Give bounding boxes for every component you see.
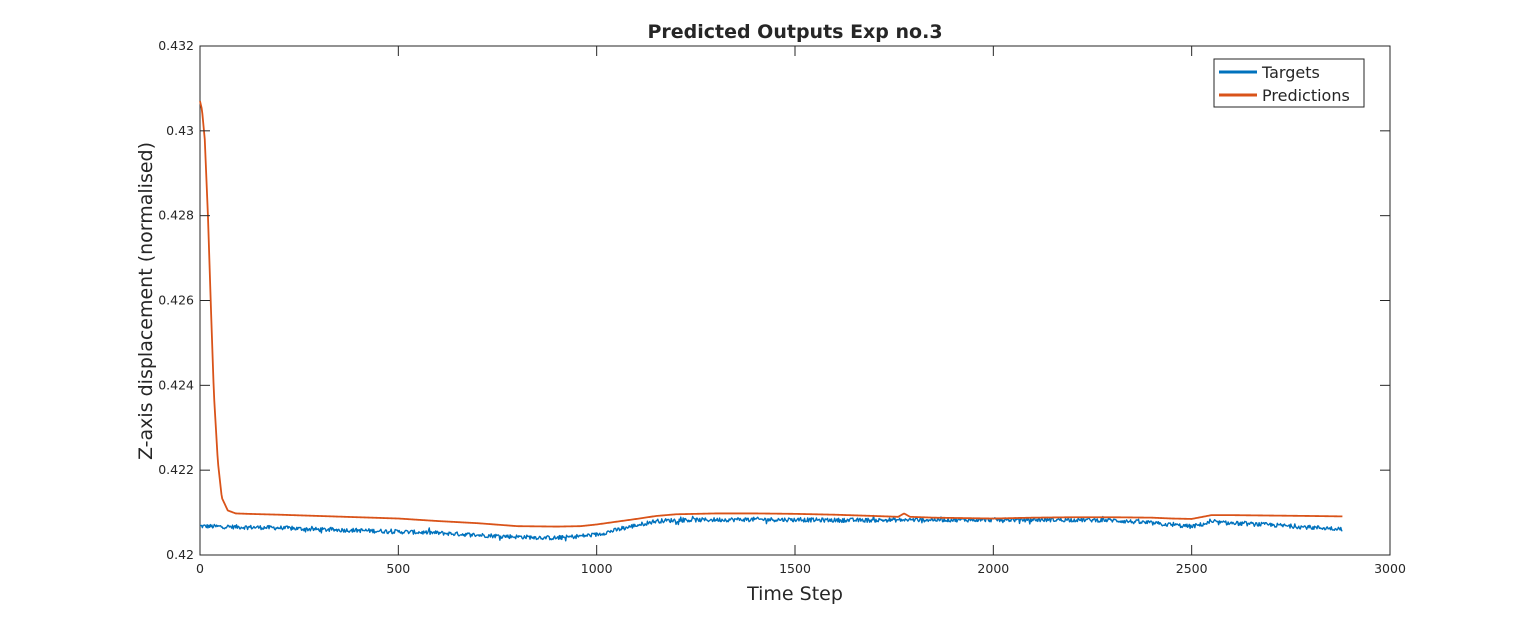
x-tick-label: 0 <box>196 561 204 576</box>
y-tick-label: 0.424 <box>158 377 194 392</box>
y-tick-label: 0.426 <box>158 293 194 308</box>
x-axis-ticks: 0 500 1000 1500 2000 2500 3000 <box>196 46 1406 576</box>
y-axis-label: Z-axis displacement (normalised) <box>135 142 157 460</box>
series-line-targets <box>199 514 1343 542</box>
x-tick-label: 2500 <box>1176 561 1208 576</box>
axes-box <box>199 45 1391 556</box>
plot-area: 0 500 1000 1500 2000 2500 3000 0.420.4220.4240… <box>158 38 1406 576</box>
x-tick-label: 3000 <box>1374 561 1406 576</box>
y-tick-label: 0.428 <box>158 208 194 223</box>
x-tick-label: 1500 <box>779 561 811 576</box>
series-line-predictions <box>199 100 1343 528</box>
y-tick-label: 0.42 <box>166 547 194 562</box>
x-tick-label: 2000 <box>977 561 1009 576</box>
x-tick-label: 1000 <box>581 561 613 576</box>
x-axis-label: Time Step <box>746 583 843 605</box>
y-axis-ticks: 0.42 0.422 0.424 0.426 0.428 0.43 0.432 <box>158 38 1390 562</box>
legend-label-targets: Targets <box>1261 63 1320 82</box>
y-tick-label: 0.422 <box>158 462 194 477</box>
legend-label-predictions: Predictions <box>1262 86 1350 105</box>
series-layer <box>199 100 1343 542</box>
chart-title: Predicted Outputs Exp no.3 <box>647 21 942 43</box>
y-tick-label: 0.432 <box>158 38 194 53</box>
legend[interactable]: Targets Predictions <box>1213 58 1365 108</box>
y-tick-label: 0.43 <box>166 123 194 138</box>
legend-box <box>1213 58 1365 108</box>
x-tick-label: 500 <box>386 561 410 576</box>
